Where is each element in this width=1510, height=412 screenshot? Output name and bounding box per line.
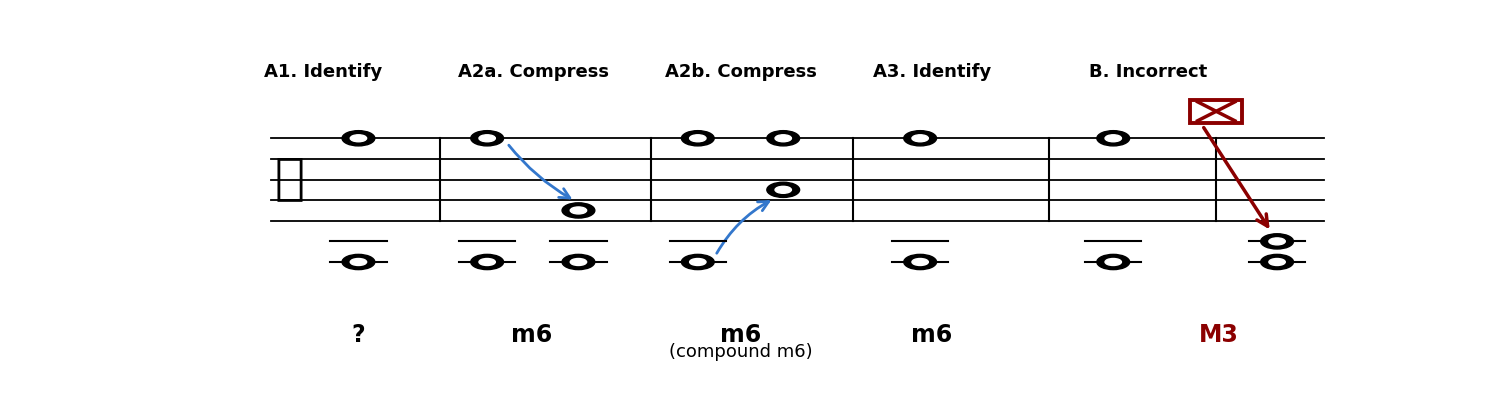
- Ellipse shape: [343, 254, 374, 269]
- Text: m6: m6: [510, 323, 553, 347]
- Ellipse shape: [681, 254, 714, 269]
- Text: ?: ?: [352, 323, 365, 347]
- Ellipse shape: [1105, 135, 1122, 142]
- Ellipse shape: [562, 254, 595, 269]
- Ellipse shape: [350, 135, 367, 142]
- Text: 𝄢: 𝄢: [275, 154, 305, 202]
- Ellipse shape: [479, 135, 495, 142]
- Ellipse shape: [912, 135, 929, 142]
- Ellipse shape: [471, 131, 503, 146]
- Text: (compound m6): (compound m6): [669, 344, 812, 361]
- Ellipse shape: [767, 131, 800, 146]
- Ellipse shape: [350, 258, 367, 265]
- Text: B. Incorrect: B. Incorrect: [1089, 63, 1208, 81]
- Ellipse shape: [904, 131, 936, 146]
- Ellipse shape: [471, 254, 503, 269]
- Ellipse shape: [1105, 258, 1122, 265]
- Text: A2b. Compress: A2b. Compress: [666, 63, 817, 81]
- Ellipse shape: [1261, 234, 1294, 249]
- Ellipse shape: [690, 135, 707, 142]
- Ellipse shape: [1096, 254, 1129, 269]
- Ellipse shape: [681, 131, 714, 146]
- Text: m6: m6: [720, 323, 761, 347]
- Text: m6: m6: [911, 323, 953, 347]
- Ellipse shape: [775, 135, 791, 142]
- Text: A1. Identify: A1. Identify: [264, 63, 382, 81]
- Ellipse shape: [1268, 258, 1285, 265]
- Text: A3. Identify: A3. Identify: [873, 63, 991, 81]
- Ellipse shape: [479, 258, 495, 265]
- Ellipse shape: [912, 258, 929, 265]
- Ellipse shape: [571, 207, 586, 214]
- Ellipse shape: [562, 203, 595, 218]
- Text: A2a. Compress: A2a. Compress: [459, 63, 610, 81]
- FancyBboxPatch shape: [1190, 100, 1243, 123]
- Ellipse shape: [1261, 254, 1294, 269]
- Ellipse shape: [1096, 131, 1129, 146]
- Text: M3: M3: [1199, 323, 1238, 347]
- Ellipse shape: [775, 186, 791, 193]
- Ellipse shape: [1268, 238, 1285, 245]
- Ellipse shape: [904, 254, 936, 269]
- Ellipse shape: [767, 182, 800, 197]
- Ellipse shape: [571, 258, 586, 265]
- Ellipse shape: [343, 131, 374, 146]
- Ellipse shape: [690, 258, 707, 265]
